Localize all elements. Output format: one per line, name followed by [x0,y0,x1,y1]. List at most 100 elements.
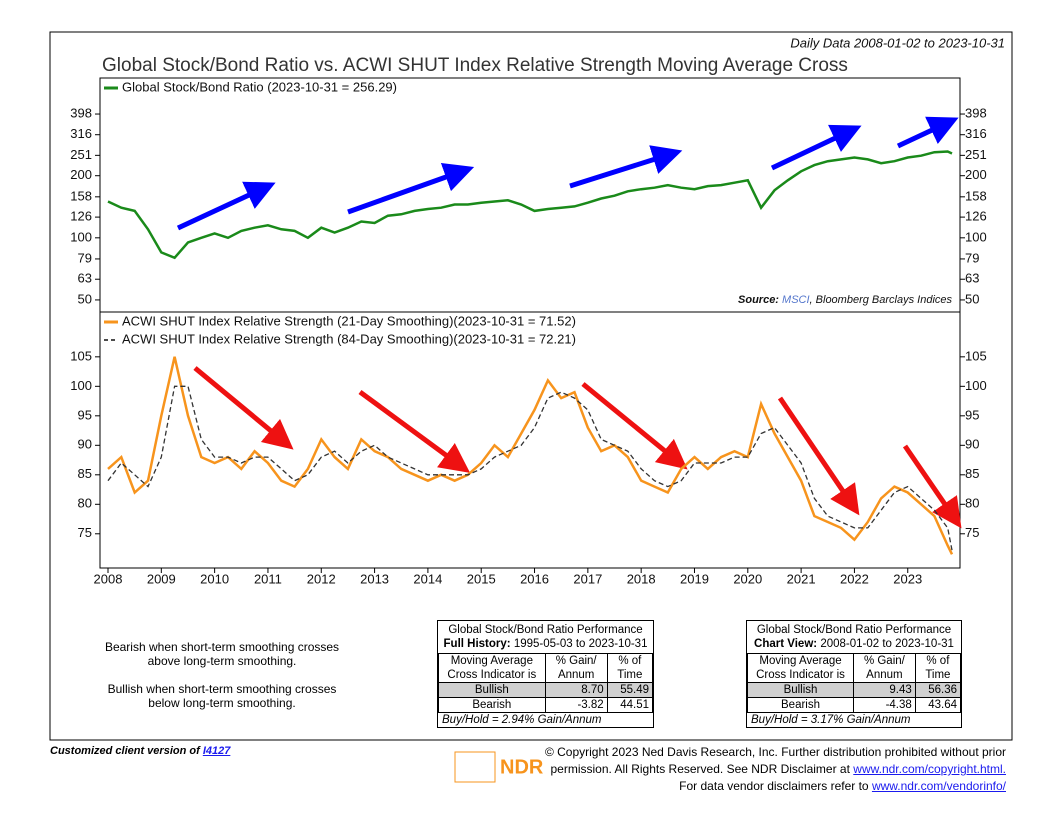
table: Moving Average Cross Indicator is% Gain/… [438,653,654,713]
note-line: above long-term smoothing. [147,654,297,668]
cell: Bullish [746,682,855,698]
period: 1995-05-03 to 2023-10-31 [513,638,648,650]
column-header: % Gain/ Annum [853,653,916,683]
note-line: Bearish when short-term smoothing crosse… [104,640,340,654]
date-range: Daily Data 2008-01-02 to 2023-10-31 [790,35,1005,50]
table: Moving Average Cross Indicator is% Gain/… [746,653,962,713]
y-tick-label: 50 [965,291,979,306]
x-tick-label: 2012 [307,571,336,586]
x-tick-label: 2023 [893,571,922,586]
copyright: © Copyright 2023 Ned Davis Research, Inc… [545,744,1006,795]
cell: Bullish [438,682,546,698]
chart-title: Global Stock/Bond Ratio vs. ACWI SHUT In… [102,55,848,76]
note-line: Bullish when short-term smoothing crosse… [107,682,337,696]
y-tick-label: 63 [965,271,979,286]
legend-label: ACWI SHUT Index Relative Strength (21-Da… [122,313,576,328]
client-link[interactable]: I4127 [202,745,231,757]
series-line [107,150,953,260]
table-footnote: Buy/Hold = 2.94% Gain/Annum [442,714,602,726]
y-tick-label: 251 [70,147,92,162]
column-header: Moving Average Cross Indicator is [438,653,546,683]
y-tick-label: 316 [965,126,987,141]
column-header: % of Time [914,653,962,683]
cell: 55.49 [606,682,654,698]
trend-arrows [176,116,959,231]
cell: 9.43 [853,682,916,698]
note-line: below long-term smoothing. [148,696,296,710]
x-tick-label: 2021 [787,571,816,586]
y-tick-label: 75 [78,525,92,540]
y-tick-label: 79 [965,250,979,265]
copyright-line: For data vendor disclaimers refer to www… [545,778,1006,795]
legend-label: ACWI SHUT Index Relative Strength (84-Da… [122,331,576,346]
cell: Bearish [746,697,855,713]
y-tick-label: 85 [965,466,979,481]
y-tick-label: 63 [78,271,92,286]
y-tick-label: 398 [70,105,92,120]
y-tick-label: 50 [78,291,92,306]
y-tick-label: 80 [78,496,92,511]
y-tick-label: 79 [78,250,92,265]
cell: -4.38 [853,697,916,713]
cell: -3.82 [544,697,608,713]
column-header: % Gain/ Annum [544,653,608,683]
copyright-line: permission. All Rights Reserved. See NDR… [545,761,1007,778]
y-tick-label: 158 [70,188,92,203]
y-tick-label: 251 [965,147,987,162]
x-tick-label: 2022 [840,571,869,586]
client-text: Customized client version of [50,745,200,757]
logo-text: NDR [500,756,544,778]
series-line [107,385,953,551]
y-tick-label: 105 [70,348,92,363]
source-rest: , Bloomberg Barclays Indices [810,294,953,306]
cell: 43.64 [914,697,962,713]
source-label: Source: [738,294,779,306]
link[interactable]: www.ndr.com/vendorinfo/ [871,779,1006,793]
x-tick-label: 2020 [733,571,762,586]
performance-table: Global Stock/Bond Ratio Performance Chart… [746,620,962,728]
y-tick-label: 105 [965,348,987,363]
title: Global Stock/Bond Ratio Performance [756,624,952,636]
logo: NDR [454,751,544,783]
frame [49,31,1013,741]
x-tick-label: 2008 [94,571,123,586]
cell: 44.51 [606,697,654,713]
source: Source: MSCI, Bloomberg Barclays Indices [738,294,952,306]
client-note: Customized client version of I4127 [50,745,230,757]
x-tick-label: 2017 [573,571,602,586]
table-title: Global Stock/Bond Ratio Performance Chart… [747,621,961,653]
x-tick-label: 2013 [360,571,389,586]
text: For data vendor disclaimers refer to [679,779,869,793]
text: permission. All Rights Reserved. See NDR… [550,762,850,776]
note: Bearish when short-term smoothing crosse… [92,640,352,710]
y-tick-label: 100 [965,229,987,244]
y-tick-label: 316 [70,126,92,141]
x-tick-label: 2016 [520,571,549,586]
period-label: Chart View: [754,638,818,650]
x-tick-label: 2010 [200,571,229,586]
y-tick-label: 100 [70,378,92,393]
column-header: Moving Average Cross Indicator is [746,653,855,683]
link[interactable]: www.ndr.com/copyright.html. [853,762,1006,776]
x-tick-label: 2011 [254,571,282,586]
x-tick-label: 2018 [627,571,656,586]
period: 2008-01-02 to 2023-10-31 [820,638,954,650]
cell: Bearish [438,697,546,713]
performance-table: Global Stock/Bond Ratio Performance Full … [437,620,654,728]
x-tick-label: 2009 [147,571,176,586]
x-tick-label: 2019 [680,571,709,586]
source-link: MSCI [782,294,810,306]
y-tick-label: 126 [965,209,987,224]
title: Global Stock/Bond Ratio Performance [448,624,643,636]
y-tick-label: 100 [70,229,92,244]
series-line [107,356,954,555]
y-tick-label: 398 [965,105,987,120]
logo-icon [454,751,496,783]
legend-label: Global Stock/Bond Ratio (2023-10-31 = 25… [122,79,397,94]
plot-frame [99,77,961,569]
cell: 56.36 [914,682,962,698]
y-tick-label: 80 [965,496,979,511]
x-tick-label: 2015 [467,571,496,586]
